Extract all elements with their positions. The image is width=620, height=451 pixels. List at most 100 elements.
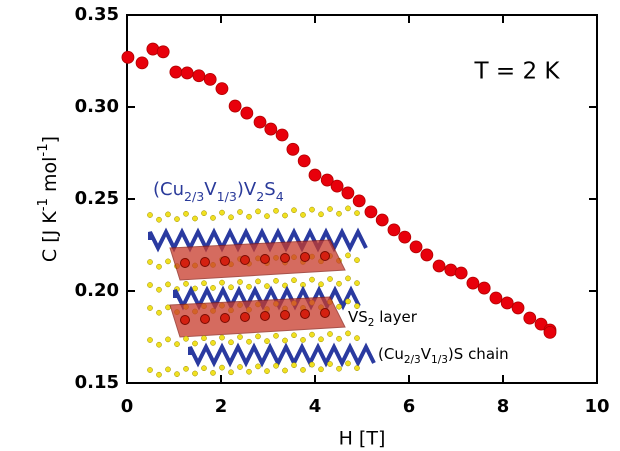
text-part: 4 xyxy=(276,189,284,204)
v-atom xyxy=(260,254,270,264)
s-atom xyxy=(282,282,288,289)
text-part: -1 xyxy=(36,198,51,211)
text-part: (Cu xyxy=(153,179,184,200)
s-atom xyxy=(228,284,234,291)
s-atom xyxy=(291,277,297,284)
s-atom xyxy=(183,210,189,217)
s-atom xyxy=(237,279,243,285)
v-atom xyxy=(220,313,230,323)
s-atom xyxy=(318,281,324,288)
s-atom xyxy=(336,303,342,310)
data-point xyxy=(387,223,401,237)
s-atom xyxy=(156,309,162,316)
s-atom xyxy=(246,213,252,220)
data-point xyxy=(511,301,525,315)
text-part: 2 xyxy=(256,189,264,204)
x-tick-label: 0 xyxy=(121,396,134,417)
v-atom xyxy=(300,252,310,262)
x-axis-label: H [T] xyxy=(339,428,386,450)
s-atom xyxy=(201,335,207,342)
s-atom xyxy=(165,281,171,288)
s-atom xyxy=(282,212,288,219)
v-atom xyxy=(200,257,210,267)
text-part: )S chain xyxy=(448,345,509,363)
y-tick-label: 0.15 xyxy=(75,372,119,393)
s-atom xyxy=(336,280,342,287)
data-point xyxy=(240,106,254,120)
data-point xyxy=(275,128,289,142)
s-atom xyxy=(219,279,225,286)
s-atom xyxy=(273,207,279,214)
text-part: 2/3 xyxy=(184,189,204,204)
x-tick-label: 10 xyxy=(584,396,609,417)
data-point xyxy=(264,122,278,136)
s-atom xyxy=(300,337,306,343)
s-atom xyxy=(264,213,270,219)
s-atom xyxy=(345,330,351,337)
text-part: -1 xyxy=(36,143,51,156)
s-atom xyxy=(300,212,306,218)
s-atom xyxy=(354,303,360,309)
s-atom xyxy=(165,258,171,265)
s-atom xyxy=(183,365,189,372)
v-atom xyxy=(260,311,270,321)
s-atom xyxy=(246,338,252,345)
s-atom xyxy=(246,368,252,375)
s-atom xyxy=(264,368,270,374)
s-atom xyxy=(237,364,243,370)
s-atom xyxy=(201,210,207,217)
x-tick-label: 4 xyxy=(309,396,322,417)
text-part: V xyxy=(421,345,432,363)
s-atom xyxy=(336,365,342,372)
data-point xyxy=(180,66,194,80)
data-point xyxy=(203,73,217,86)
s-atom xyxy=(282,367,288,374)
s-atom xyxy=(156,371,162,378)
s-atom xyxy=(219,334,225,341)
text-part: )V xyxy=(237,179,257,200)
s-atom xyxy=(210,285,216,291)
y-tick-label: 0.35 xyxy=(75,4,119,25)
data-point xyxy=(330,179,344,193)
data-point xyxy=(228,99,242,113)
data-point xyxy=(466,276,480,290)
data-point xyxy=(489,291,503,305)
s-atom xyxy=(327,331,333,337)
s-atom xyxy=(192,340,198,347)
s-atom xyxy=(183,335,189,342)
s-atom xyxy=(237,209,243,215)
s-atom xyxy=(210,370,216,376)
data-point xyxy=(477,281,491,295)
s-atom xyxy=(147,212,153,218)
v-atom xyxy=(280,310,290,320)
data-point xyxy=(523,311,537,325)
s-atom xyxy=(345,298,351,305)
s-atom xyxy=(327,206,333,212)
s-atom xyxy=(156,286,162,293)
s-atom xyxy=(165,336,171,343)
s-atom xyxy=(147,337,153,343)
s-atom xyxy=(210,215,216,221)
data-point xyxy=(534,317,548,331)
s-atom xyxy=(291,332,297,339)
data-point xyxy=(432,259,446,273)
data-point xyxy=(420,248,434,262)
s-atom xyxy=(309,361,315,368)
vs2-slab xyxy=(169,296,346,338)
s-atom xyxy=(345,275,351,282)
data-point xyxy=(308,168,322,182)
s-atom xyxy=(156,216,162,223)
text-part: S xyxy=(264,179,275,200)
s-atom xyxy=(255,208,261,215)
s-atom xyxy=(345,360,351,367)
data-point xyxy=(156,45,170,59)
s-atom xyxy=(147,305,153,311)
data-point xyxy=(215,82,229,95)
text-part: layer xyxy=(374,308,417,326)
data-point xyxy=(121,50,135,64)
s-atom xyxy=(318,336,324,343)
s-atom xyxy=(255,278,261,285)
v-atom xyxy=(280,253,290,263)
s-atom xyxy=(174,216,180,222)
